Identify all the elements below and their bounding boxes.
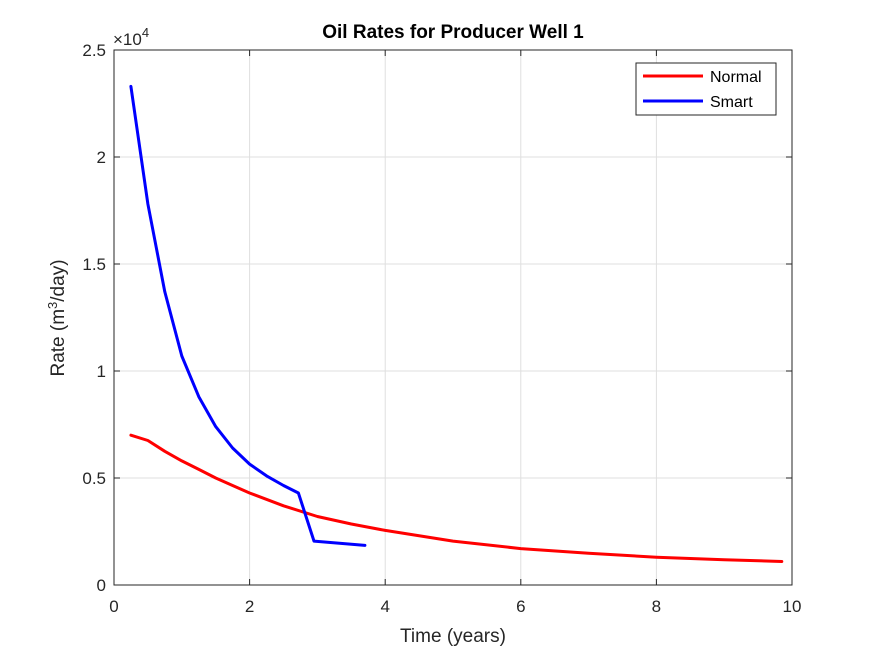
legend-label-smart: Smart xyxy=(710,94,753,111)
y-axis-multiplier-base: ×10 xyxy=(113,30,142,49)
x-tick-label: 2 xyxy=(245,597,254,616)
x-tick-label: 0 xyxy=(109,597,118,616)
y-axis-label: Rate (m3/day) xyxy=(45,259,69,376)
legend: Normal Smart xyxy=(635,62,777,116)
y-tick-label: 2 xyxy=(97,148,106,167)
y-tick-label: 2.5 xyxy=(82,41,106,60)
legend-box xyxy=(635,62,777,116)
axis-ticks: 0 2 4 6 8 10 0 0.5 1 1.5 2 2.5 xyxy=(82,41,801,616)
y-axis-label-tail: /day) xyxy=(48,259,69,301)
y-tick-label: 0.5 xyxy=(82,469,106,488)
y-tick-label: 1 xyxy=(97,362,106,381)
y-axis-label-superscript: 3 xyxy=(45,302,60,309)
y-tick-label: 1.5 xyxy=(82,255,106,274)
chart-title: Oil Rates for Producer Well 1 xyxy=(322,22,584,43)
grid-lines xyxy=(113,49,793,586)
x-tick-label: 10 xyxy=(783,597,802,616)
plot-area xyxy=(114,50,792,585)
y-axis-multiplier: ×104 xyxy=(113,25,149,49)
series-line-smart xyxy=(129,84,367,547)
x-tick-label: 6 xyxy=(516,597,525,616)
x-tick-label: 4 xyxy=(380,597,389,616)
x-tick-label: 8 xyxy=(652,597,661,616)
y-axis-multiplier-exponent: 4 xyxy=(142,25,149,40)
x-axis-label: Time (years) xyxy=(400,626,506,647)
axes-box xyxy=(113,49,793,586)
y-tick-label: 0 xyxy=(97,576,106,595)
series-layer xyxy=(129,84,784,563)
legend-label-normal: Normal xyxy=(710,69,762,86)
y-axis-label-main: Rate (m xyxy=(48,309,69,377)
series-line-normal xyxy=(129,433,784,563)
